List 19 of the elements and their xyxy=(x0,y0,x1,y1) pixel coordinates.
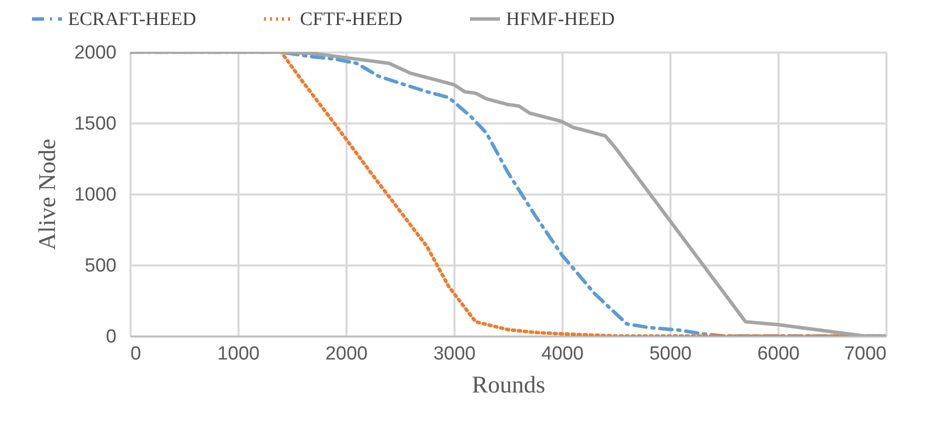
x-tick-label: 1000 xyxy=(217,344,260,364)
x-tick-label: 2000 xyxy=(325,344,368,364)
x-tick-label: 3000 xyxy=(433,344,476,364)
x-tick-label: 6000 xyxy=(757,344,800,364)
legend-label: ECRAFT-HEED xyxy=(68,9,196,30)
legend-label: HFMF-HEED xyxy=(506,9,615,30)
x-tick-label: 0 xyxy=(130,344,142,364)
y-tick-label: 2000 xyxy=(74,42,116,64)
x-axis-title: Rounds xyxy=(472,372,546,398)
y-tick-label: 1000 xyxy=(74,184,116,206)
legend-label: CFTF-HEED xyxy=(300,9,402,30)
y-tick-label: 0 xyxy=(106,326,116,348)
line-series xyxy=(130,52,886,336)
y-tick-label: 1500 xyxy=(74,114,116,134)
y-tick-label: 500 xyxy=(84,256,116,276)
y-axis-title: Alive Node xyxy=(35,138,62,250)
x-tick-label: 7000 xyxy=(844,344,886,364)
x-tick-label: 4000 xyxy=(541,344,584,364)
x-tick-label: 5000 xyxy=(649,344,692,364)
